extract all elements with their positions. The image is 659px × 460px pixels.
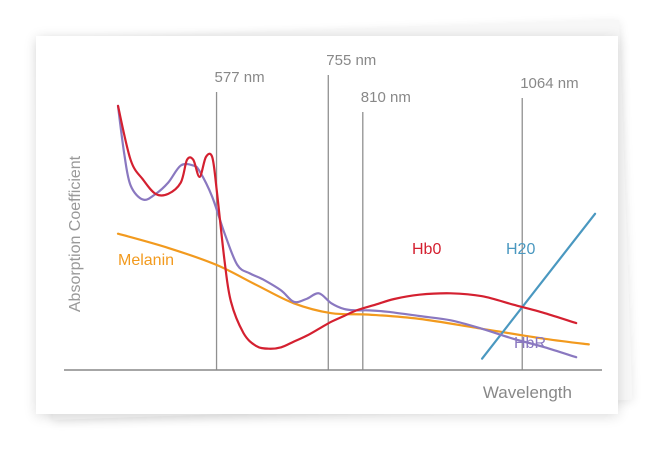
series-label-h20: H20: [506, 241, 535, 258]
series-labels: Hb0 HbR Melanin H20: [118, 241, 546, 352]
marker-label-1064: 1064 nm: [520, 75, 578, 92]
marker-label-755: 755 nm: [326, 52, 376, 69]
series-line-hbr: [116, 104, 578, 359]
series-line-hb0: [116, 104, 578, 350]
wavelength-markers: 577 nm 755 nm 810 nm 1064 nm: [215, 52, 579, 370]
series-line-melanin: [116, 232, 590, 346]
chart-card: 577 nm 755 nm 810 nm 1064 nm Hb0 HbR Melanin H…: [36, 36, 618, 414]
series-label-hbr: HbR: [514, 335, 546, 352]
marker-label-577: 577 nm: [215, 69, 265, 86]
x-axis-label: Wavelength: [483, 383, 572, 402]
series-label-melanin: Melanin: [118, 252, 174, 269]
series-label-hb0: Hb0: [412, 241, 441, 258]
series-lines: [116, 104, 597, 360]
y-axis-label: Absorption Coefficient: [67, 155, 84, 312]
marker-label-810: 810 nm: [361, 89, 411, 106]
